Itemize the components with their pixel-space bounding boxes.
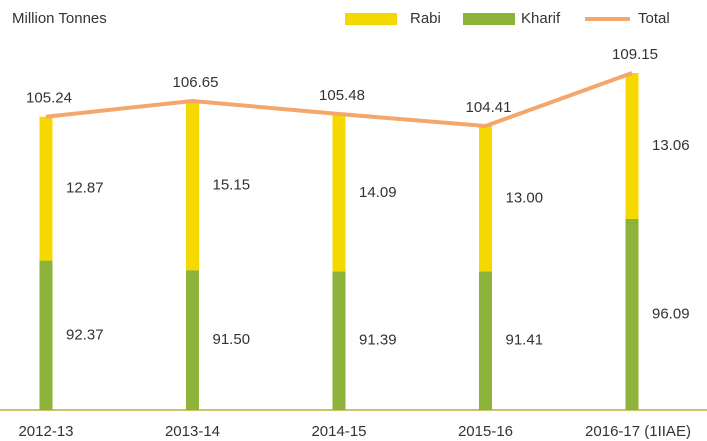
x-tick-label: 2013-14 bbox=[165, 423, 220, 440]
bar-kharif bbox=[625, 218, 639, 410]
value-label: 91.50 bbox=[213, 331, 251, 348]
value-label: 96.09 bbox=[652, 305, 690, 322]
x-tick-label: 2012-13 bbox=[18, 423, 73, 440]
legend-label: Rabi bbox=[410, 10, 441, 27]
y-axis-label: Million Tonnes bbox=[12, 10, 107, 27]
bar-kharif bbox=[39, 260, 53, 410]
value-label: 15.15 bbox=[213, 177, 251, 194]
bar-rabi bbox=[332, 114, 346, 272]
bar-rabi bbox=[625, 73, 639, 219]
bar-kharif bbox=[332, 271, 346, 410]
legend-swatch bbox=[345, 13, 397, 25]
bar-kharif bbox=[186, 270, 199, 410]
total-label: 105.48 bbox=[319, 87, 365, 104]
legend-swatch bbox=[463, 13, 515, 25]
total-label: 104.41 bbox=[466, 99, 512, 116]
value-label: 91.41 bbox=[506, 332, 544, 349]
total-label: 106.65 bbox=[173, 74, 219, 91]
value-label: 13.06 bbox=[652, 137, 690, 154]
bar-rabi bbox=[39, 116, 53, 261]
bar-kharif bbox=[479, 271, 492, 410]
x-tick-label: 2015-16 bbox=[458, 423, 513, 440]
value-label: 91.39 bbox=[359, 332, 397, 349]
legend-label: Total bbox=[638, 10, 670, 27]
value-label: 92.37 bbox=[66, 326, 104, 343]
bar-rabi bbox=[186, 100, 199, 271]
total-line bbox=[45, 71, 633, 129]
legend-label: Kharif bbox=[521, 10, 561, 27]
value-label: 13.00 bbox=[506, 190, 544, 207]
total-label: 105.24 bbox=[26, 90, 72, 107]
bar-rabi bbox=[479, 126, 492, 272]
x-tick-label: 2014-15 bbox=[311, 423, 366, 440]
value-label: 14.09 bbox=[359, 184, 397, 201]
total-label: 109.15 bbox=[612, 46, 658, 63]
x-tick-label: 2016-17 (1IIAE) bbox=[585, 423, 691, 440]
value-label: 12.87 bbox=[66, 180, 104, 197]
